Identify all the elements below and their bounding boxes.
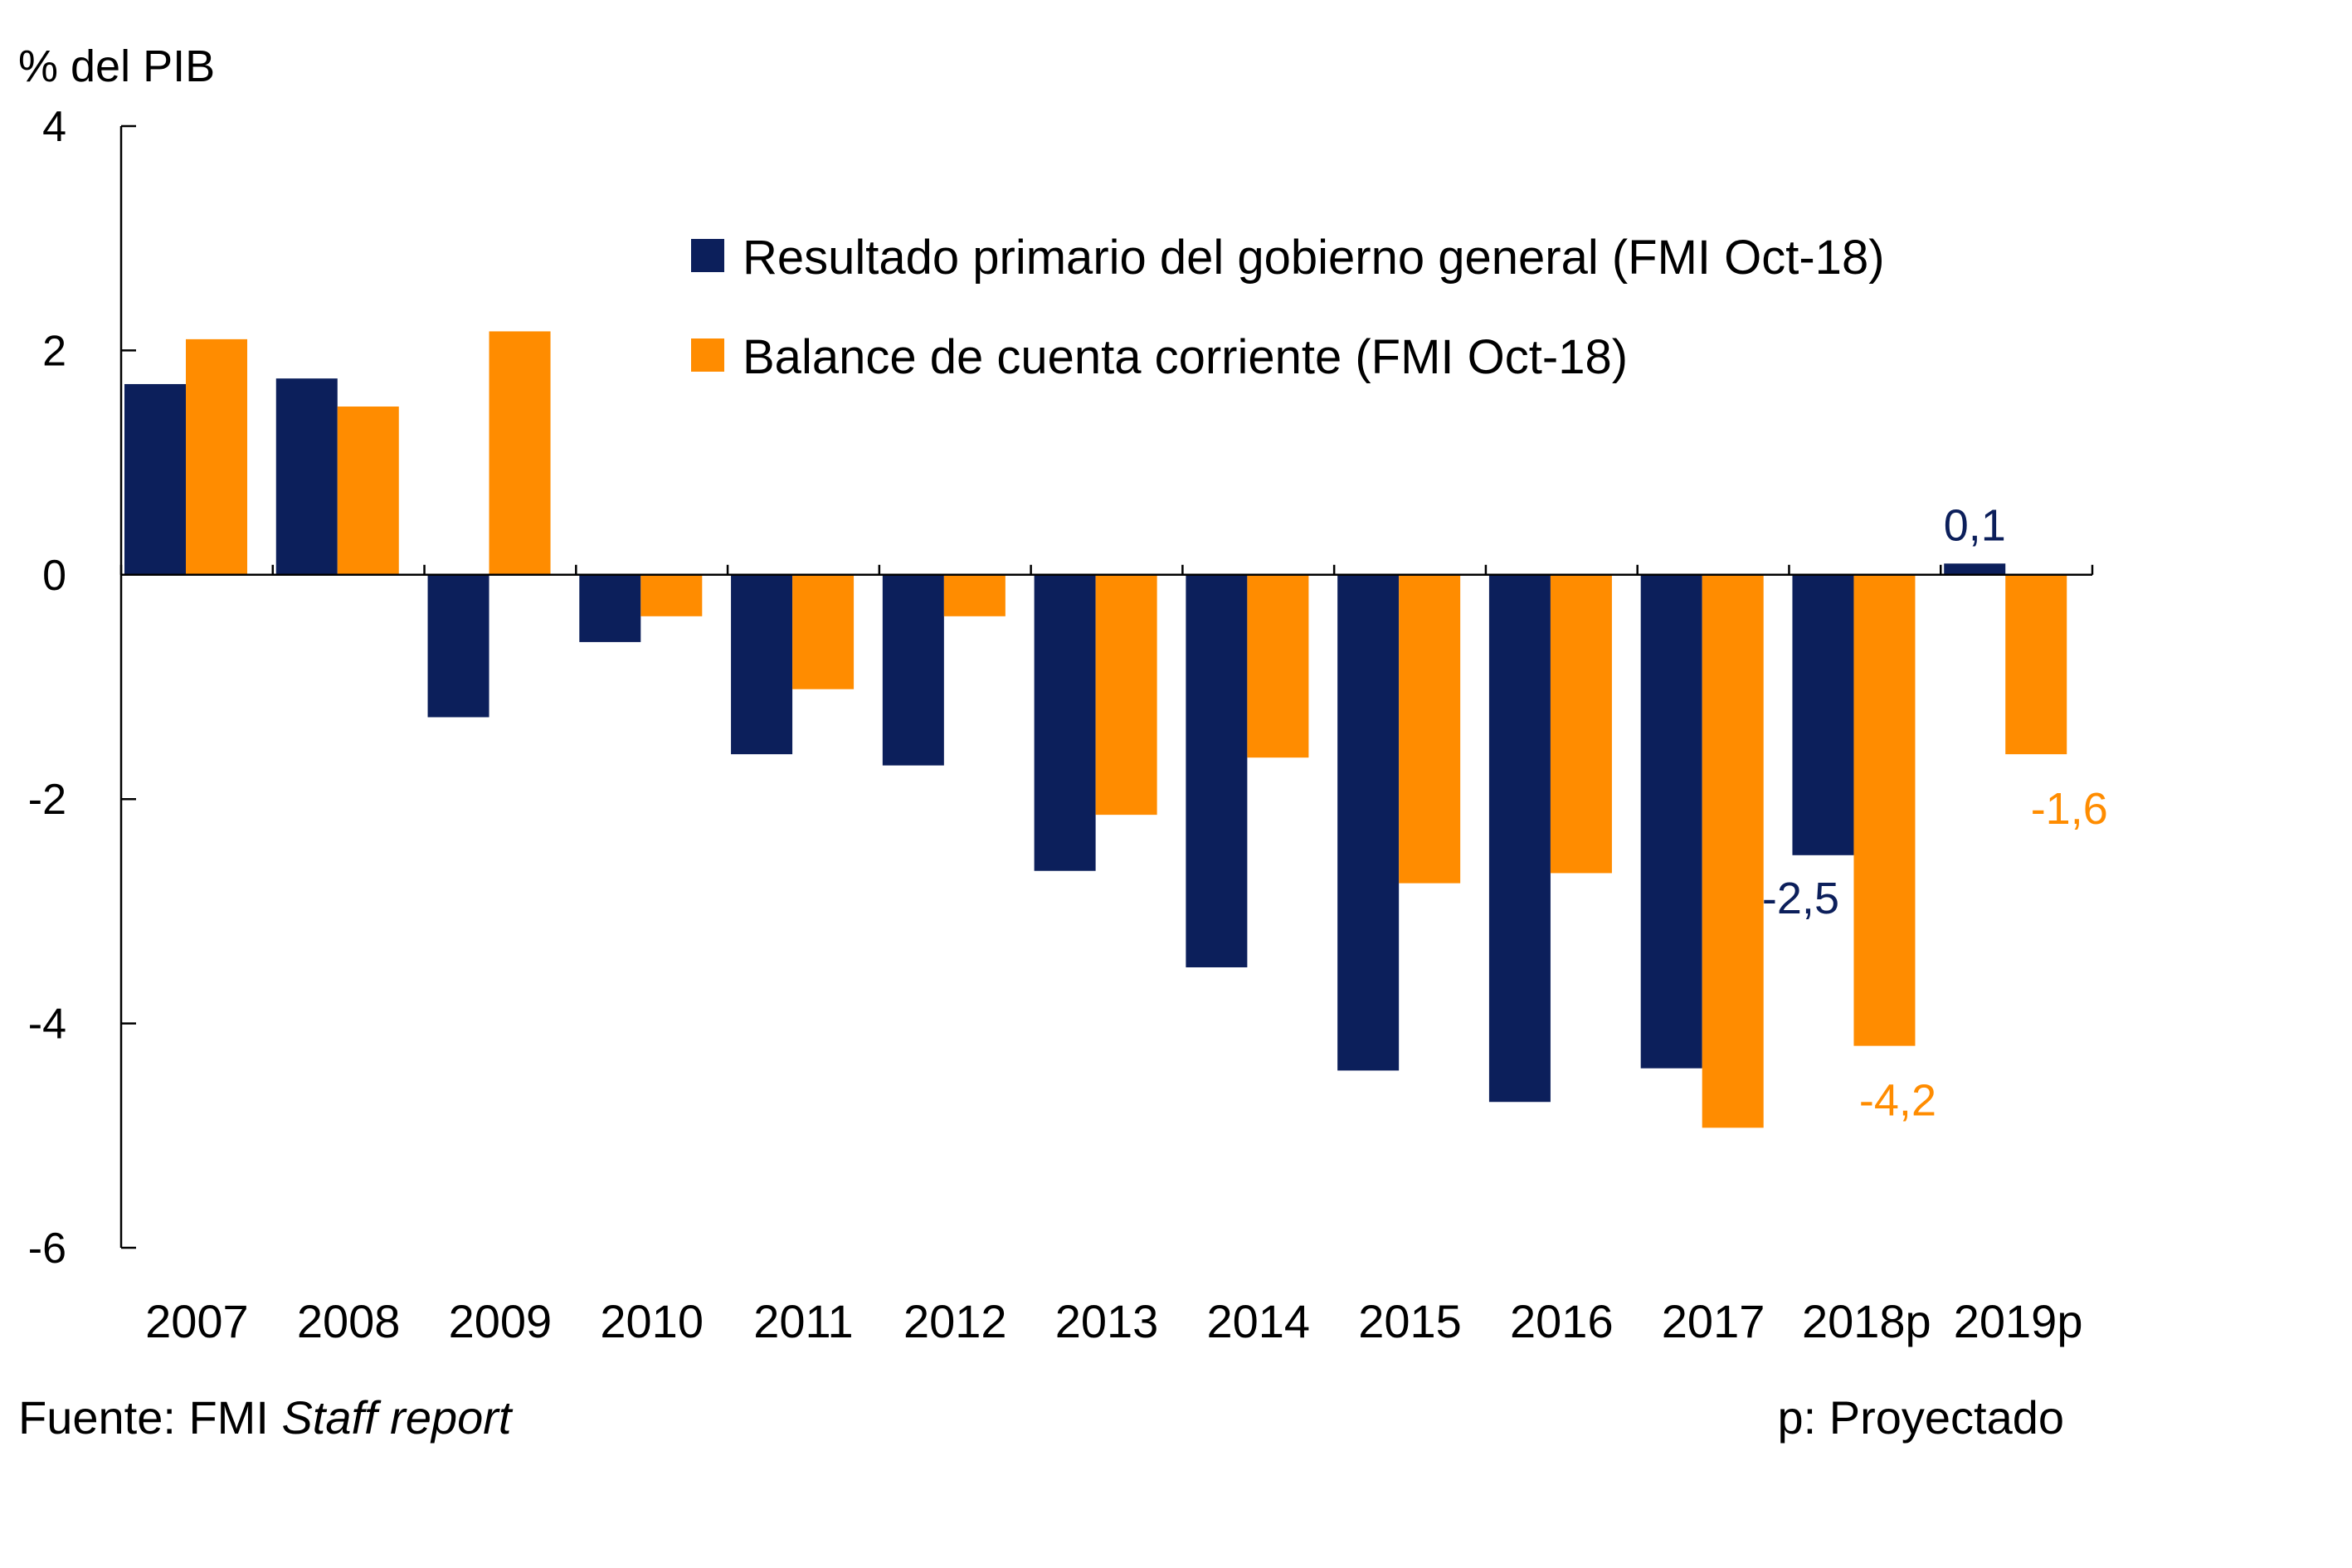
- x-tick-label: 2015: [1358, 1295, 1462, 1347]
- y-tick-label: -4: [28, 1001, 66, 1049]
- x-tick-label: 2017: [1662, 1295, 1765, 1347]
- legend-swatch-current-account: [691, 338, 724, 372]
- data-label-primary-balance-2019p: 0,1: [1944, 500, 2006, 550]
- y-tick-label: 4: [42, 103, 66, 151]
- projection-note: p: Proyectado: [1777, 1391, 2064, 1444]
- x-tick-label: 2012: [903, 1295, 1007, 1347]
- y-axis-ticks: -6 -4 -2 0 2 4: [28, 103, 136, 1273]
- x-tick-label: 2014: [1206, 1295, 1310, 1347]
- bar-primary-balance-2013: [1034, 574, 1096, 871]
- source-prefix: Fuente:: [18, 1391, 176, 1444]
- bar-primary-balance-2019p: [1944, 563, 2006, 575]
- source-italic: Staff report: [281, 1391, 513, 1444]
- bar-primary-balance-2009: [427, 574, 489, 718]
- x-tick-label: 2011: [753, 1295, 853, 1347]
- y-tick-label: 2: [42, 327, 66, 375]
- y-axis-unit-label: % del PIB: [18, 41, 215, 91]
- legend: Resultado primario del gobierno general …: [691, 231, 1885, 384]
- x-axis-ticks: 2007 2008 2009 2010 2011 2012 2013 2014 2015 2016…: [145, 1295, 2082, 1347]
- x-tick-label: 2007: [145, 1295, 249, 1347]
- x-tick-label: 2013: [1055, 1295, 1159, 1347]
- bar-primary-balance-2007: [124, 383, 186, 575]
- bar-primary-balance-2015: [1337, 574, 1400, 1071]
- bar-current-account-2009: [489, 331, 551, 575]
- bar-current-account-2014: [1247, 574, 1309, 758]
- y-tick-label: -6: [28, 1225, 66, 1273]
- bar-current-account-2012: [943, 574, 1006, 616]
- legend-label-current-account: Balance de cuenta corriente (FMI Oct-18): [743, 330, 1628, 384]
- bar-primary-balance-2012: [882, 574, 944, 766]
- bar-current-account-2011: [792, 574, 855, 689]
- legend-swatch-primary-balance: [691, 239, 724, 272]
- bar-primary-balance-2008: [275, 378, 338, 575]
- data-label-primary-balance-2018p: -2,5: [1762, 874, 1839, 923]
- bar-current-account-2010: [640, 574, 703, 616]
- source-note: Fuente: FMI Staff report: [18, 1391, 514, 1444]
- bar-primary-balance-2014: [1186, 574, 1248, 967]
- bar-current-account-2016: [1550, 574, 1612, 874]
- bar-current-account-2007: [186, 338, 247, 575]
- legend-label-primary-balance: Resultado primario del gobierno general …: [743, 231, 1885, 285]
- x-tick-label: 2018p: [1802, 1295, 1931, 1347]
- y-tick-label: 0: [42, 552, 66, 600]
- bar-primary-balance-2017: [1640, 574, 1702, 1069]
- bar-primary-balance-2018p: [1792, 574, 1854, 855]
- bar-primary-balance-2011: [731, 574, 793, 755]
- x-tick-label: 2009: [449, 1295, 553, 1347]
- bar-primary-balance-2016: [1488, 574, 1551, 1103]
- bar-current-account-2018p: [1853, 574, 1916, 1046]
- bar-current-account-2019p: [2005, 574, 2067, 755]
- bar-current-account-2008: [337, 407, 399, 575]
- x-tick-label: 2008: [297, 1295, 401, 1347]
- bar-current-account-2017: [1702, 574, 1764, 1128]
- x-tick-label: 2016: [1510, 1295, 1614, 1347]
- axes: [119, 126, 2094, 1248]
- bar-current-account-2015: [1399, 574, 1461, 884]
- bars: [124, 331, 2067, 1128]
- x-tick-label: 2010: [600, 1295, 704, 1347]
- x-tick-label: 2019p: [1954, 1295, 2083, 1347]
- data-label-current-account-2019p: -1,6: [2031, 784, 2108, 834]
- bar-primary-balance-2010: [579, 574, 641, 642]
- data-labels: -2,5 0,1 -4,2 -1,6: [1762, 500, 2108, 1125]
- y-tick-label: -2: [28, 776, 66, 824]
- data-label-current-account-2018p: -4,2: [1859, 1076, 1936, 1126]
- bar-current-account-2013: [1095, 574, 1157, 816]
- source-org: FMI: [188, 1391, 268, 1444]
